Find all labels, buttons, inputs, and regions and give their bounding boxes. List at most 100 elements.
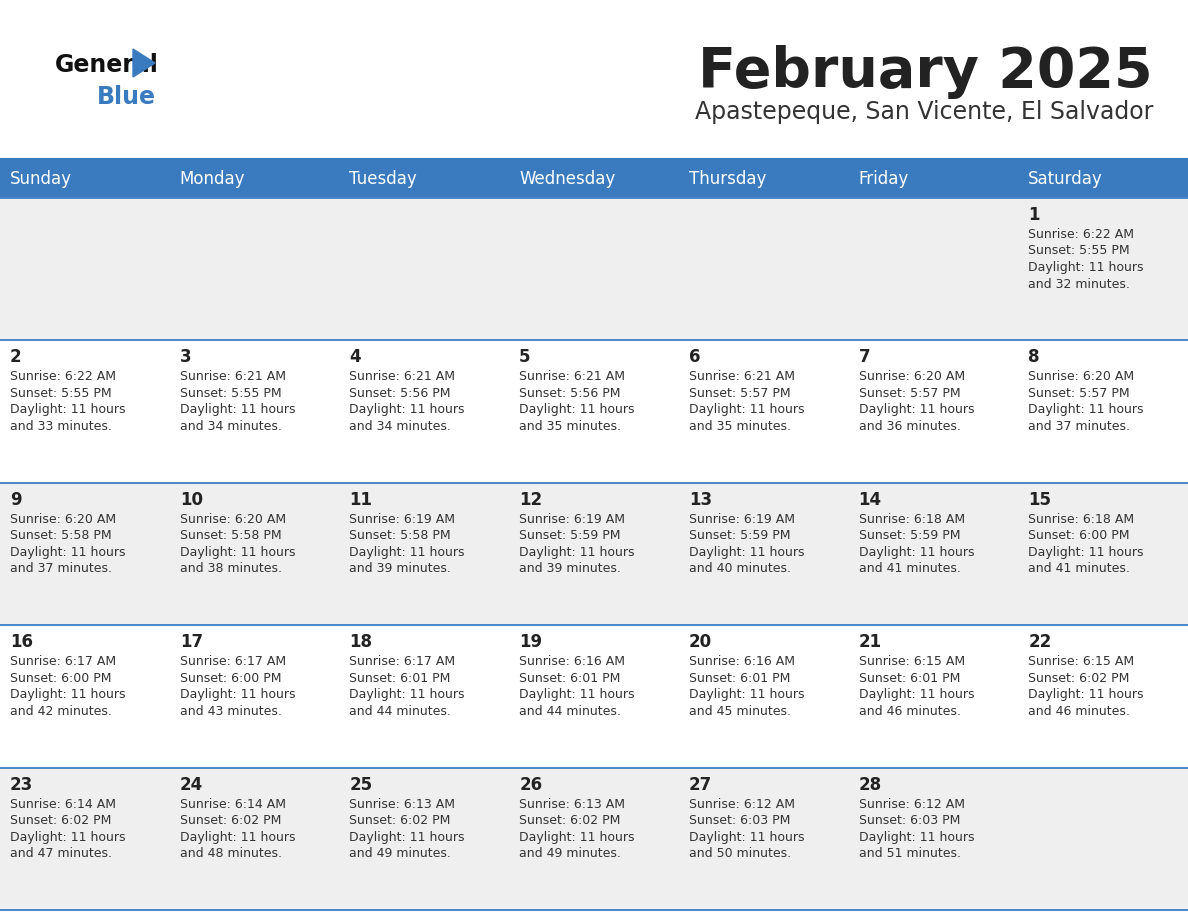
Text: 19: 19 xyxy=(519,633,542,651)
Text: Sunrise: 6:13 AM: Sunrise: 6:13 AM xyxy=(519,798,625,811)
Bar xyxy=(1018,625,1188,767)
Text: Sunday: Sunday xyxy=(10,170,72,188)
Text: and 35 minutes.: and 35 minutes. xyxy=(519,420,621,433)
Bar xyxy=(170,341,340,483)
Bar xyxy=(340,198,510,341)
Text: Daylight: 11 hours: Daylight: 11 hours xyxy=(519,546,634,559)
Bar xyxy=(678,483,848,625)
Text: Sunrise: 6:14 AM: Sunrise: 6:14 AM xyxy=(179,798,286,811)
Text: Sunrise: 6:20 AM: Sunrise: 6:20 AM xyxy=(1029,370,1135,384)
Text: 22: 22 xyxy=(1029,633,1051,651)
Bar xyxy=(340,483,510,625)
Text: Sunrise: 6:16 AM: Sunrise: 6:16 AM xyxy=(519,655,625,668)
Text: February 2025: February 2025 xyxy=(699,45,1154,99)
Text: and 37 minutes.: and 37 minutes. xyxy=(1029,420,1130,433)
Text: Daylight: 11 hours: Daylight: 11 hours xyxy=(1029,546,1144,559)
Bar xyxy=(678,198,848,341)
Text: Daylight: 11 hours: Daylight: 11 hours xyxy=(519,688,634,701)
Text: and 32 minutes.: and 32 minutes. xyxy=(1029,277,1130,290)
Text: Daylight: 11 hours: Daylight: 11 hours xyxy=(859,546,974,559)
Text: and 36 minutes.: and 36 minutes. xyxy=(859,420,960,433)
Text: 12: 12 xyxy=(519,491,542,509)
Bar xyxy=(170,625,340,767)
Text: Daylight: 11 hours: Daylight: 11 hours xyxy=(349,688,465,701)
Bar xyxy=(0,341,170,483)
Text: Sunset: 6:00 PM: Sunset: 6:00 PM xyxy=(10,672,112,685)
Bar xyxy=(170,767,340,910)
Text: Apastepeque, San Vicente, El Salvador: Apastepeque, San Vicente, El Salvador xyxy=(695,100,1154,124)
Text: and 40 minutes.: and 40 minutes. xyxy=(689,563,791,576)
Text: Sunset: 5:56 PM: Sunset: 5:56 PM xyxy=(349,386,451,400)
Bar xyxy=(510,767,678,910)
Text: General: General xyxy=(55,53,159,77)
Text: 24: 24 xyxy=(179,776,203,793)
Bar xyxy=(510,158,678,198)
Bar xyxy=(0,483,170,625)
Text: Daylight: 11 hours: Daylight: 11 hours xyxy=(10,403,126,417)
Text: 5: 5 xyxy=(519,349,531,366)
Text: Sunset: 6:01 PM: Sunset: 6:01 PM xyxy=(519,672,620,685)
Text: 3: 3 xyxy=(179,349,191,366)
Bar xyxy=(510,198,678,341)
Text: and 34 minutes.: and 34 minutes. xyxy=(179,420,282,433)
Text: Daylight: 11 hours: Daylight: 11 hours xyxy=(859,831,974,844)
Text: Sunrise: 6:15 AM: Sunrise: 6:15 AM xyxy=(1029,655,1135,668)
Text: Daylight: 11 hours: Daylight: 11 hours xyxy=(519,403,634,417)
Text: Sunset: 6:03 PM: Sunset: 6:03 PM xyxy=(689,814,790,827)
Text: Sunset: 5:57 PM: Sunset: 5:57 PM xyxy=(859,386,960,400)
Text: Sunrise: 6:17 AM: Sunrise: 6:17 AM xyxy=(10,655,116,668)
Text: Sunrise: 6:19 AM: Sunrise: 6:19 AM xyxy=(349,513,455,526)
Text: Sunset: 5:58 PM: Sunset: 5:58 PM xyxy=(179,530,282,543)
Text: 6: 6 xyxy=(689,349,701,366)
Text: and 35 minutes.: and 35 minutes. xyxy=(689,420,791,433)
Text: Sunset: 6:02 PM: Sunset: 6:02 PM xyxy=(519,814,620,827)
Text: Daylight: 11 hours: Daylight: 11 hours xyxy=(859,403,974,417)
Text: Daylight: 11 hours: Daylight: 11 hours xyxy=(1029,403,1144,417)
Bar xyxy=(848,158,1018,198)
Text: and 44 minutes.: and 44 minutes. xyxy=(519,705,621,718)
Text: Sunrise: 6:17 AM: Sunrise: 6:17 AM xyxy=(179,655,286,668)
Text: Sunrise: 6:16 AM: Sunrise: 6:16 AM xyxy=(689,655,795,668)
Bar xyxy=(340,158,510,198)
Text: Daylight: 11 hours: Daylight: 11 hours xyxy=(349,546,465,559)
Text: 2: 2 xyxy=(10,349,21,366)
Text: Monday: Monday xyxy=(179,170,245,188)
Text: 9: 9 xyxy=(10,491,21,509)
Text: Sunrise: 6:12 AM: Sunrise: 6:12 AM xyxy=(859,798,965,811)
Text: Daylight: 11 hours: Daylight: 11 hours xyxy=(349,831,465,844)
Bar xyxy=(170,483,340,625)
Text: 18: 18 xyxy=(349,633,372,651)
Text: Sunset: 5:55 PM: Sunset: 5:55 PM xyxy=(10,386,112,400)
Text: Sunrise: 6:14 AM: Sunrise: 6:14 AM xyxy=(10,798,116,811)
Text: Sunrise: 6:21 AM: Sunrise: 6:21 AM xyxy=(689,370,795,384)
Text: 20: 20 xyxy=(689,633,712,651)
Polygon shape xyxy=(133,49,154,77)
Text: Tuesday: Tuesday xyxy=(349,170,417,188)
Bar xyxy=(678,158,848,198)
Bar xyxy=(1018,767,1188,910)
Text: and 37 minutes.: and 37 minutes. xyxy=(10,563,112,576)
Text: and 45 minutes.: and 45 minutes. xyxy=(689,705,791,718)
Text: 8: 8 xyxy=(1029,349,1040,366)
Text: Daylight: 11 hours: Daylight: 11 hours xyxy=(179,831,295,844)
Text: 17: 17 xyxy=(179,633,203,651)
Text: and 46 minutes.: and 46 minutes. xyxy=(1029,705,1130,718)
Text: Sunset: 6:02 PM: Sunset: 6:02 PM xyxy=(179,814,282,827)
Text: Sunrise: 6:12 AM: Sunrise: 6:12 AM xyxy=(689,798,795,811)
Text: 15: 15 xyxy=(1029,491,1051,509)
Text: and 49 minutes.: and 49 minutes. xyxy=(519,847,621,860)
Text: Daylight: 11 hours: Daylight: 11 hours xyxy=(349,403,465,417)
Text: Wednesday: Wednesday xyxy=(519,170,615,188)
Text: and 51 minutes.: and 51 minutes. xyxy=(859,847,961,860)
Text: Saturday: Saturday xyxy=(1029,170,1102,188)
Bar xyxy=(678,341,848,483)
Text: and 50 minutes.: and 50 minutes. xyxy=(689,847,791,860)
Text: and 44 minutes.: and 44 minutes. xyxy=(349,705,451,718)
Text: Sunset: 6:02 PM: Sunset: 6:02 PM xyxy=(1029,672,1130,685)
Text: Daylight: 11 hours: Daylight: 11 hours xyxy=(1029,688,1144,701)
Text: Sunset: 5:57 PM: Sunset: 5:57 PM xyxy=(689,386,790,400)
Text: Sunrise: 6:15 AM: Sunrise: 6:15 AM xyxy=(859,655,965,668)
Text: Sunset: 6:01 PM: Sunset: 6:01 PM xyxy=(349,672,450,685)
Text: and 42 minutes.: and 42 minutes. xyxy=(10,705,112,718)
Text: Sunset: 5:58 PM: Sunset: 5:58 PM xyxy=(349,530,451,543)
